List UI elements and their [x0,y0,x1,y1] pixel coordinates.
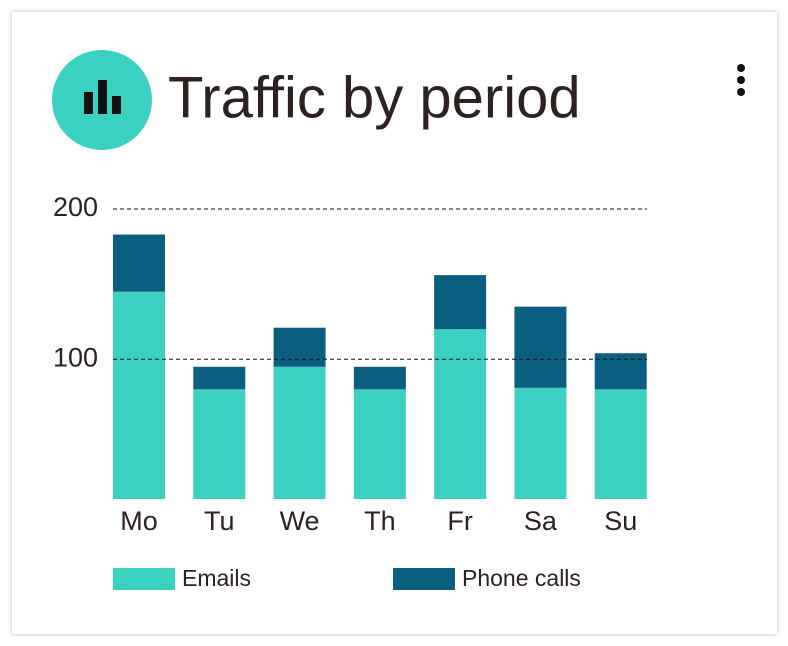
icon-bar [98,80,107,114]
menu-button[interactable] [737,64,745,96]
x-tick-label: Sa [524,506,558,536]
legend-swatch [393,568,455,590]
bar-segment [514,306,567,388]
bar-segment [113,234,165,292]
menu-dot[interactable] [737,88,745,96]
bar-segment [434,329,487,499]
legend-label: Phone calls [462,565,581,591]
bar-segment [594,389,647,499]
legend-swatch [113,568,175,590]
icon-bar [84,92,93,114]
bar-segment [434,275,487,330]
x-tick-label: Mo [120,506,158,536]
chart-title: Traffic by period [168,65,581,130]
x-tick-label: Tu [204,506,235,536]
bar-segment [113,291,165,499]
y-tick-label: 200 [53,192,98,222]
bar-segment [353,389,406,499]
menu-dot[interactable] [737,76,745,84]
x-tick-label: Su [604,506,637,536]
x-tick-label: Th [364,506,396,536]
bar-segment [514,387,567,499]
icon-bar [112,96,121,114]
bar-segment [594,353,647,390]
menu-dot[interactable] [737,64,745,72]
bar-segment [273,366,326,499]
bar-segment [273,327,326,367]
bar-segment [353,366,406,390]
x-tick-label: Fr [447,506,472,536]
bar-segment [193,389,246,499]
legend-label: Emails [182,565,251,591]
y-tick-label: 100 [53,342,98,372]
bar-segment [193,366,246,390]
x-tick-label: We [280,506,320,536]
bars [113,234,647,499]
